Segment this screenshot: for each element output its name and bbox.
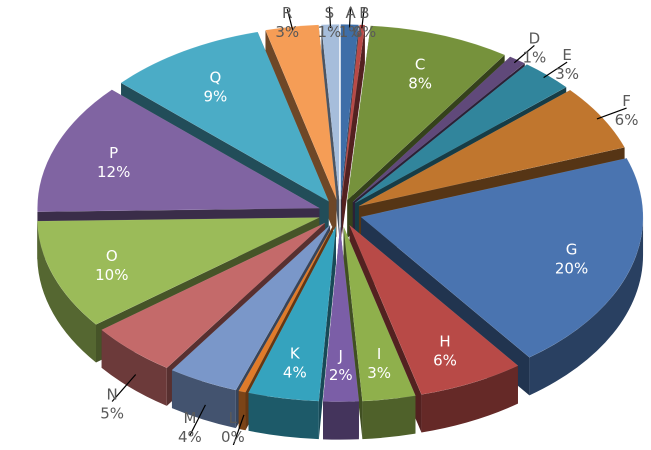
slice-m-percent: 4% xyxy=(178,428,202,445)
leader-line-d xyxy=(513,44,535,64)
slice-j-percent: 2% xyxy=(329,366,353,384)
leader-line-a xyxy=(348,6,352,28)
leader-line-e xyxy=(543,61,568,79)
leader-line-b xyxy=(361,6,365,29)
slice-c-name: C xyxy=(415,55,425,73)
slice-n-name: N xyxy=(107,385,118,403)
slice-n-percent: 5% xyxy=(100,404,124,422)
slice-a-percent: 1% xyxy=(339,23,363,41)
slice-c-percent: 8% xyxy=(408,74,432,92)
slice-i xyxy=(343,226,416,402)
slice-c xyxy=(346,25,506,201)
slice-a-name: A xyxy=(345,4,356,22)
slice-h xyxy=(349,225,519,395)
slice-k-percent: 4% xyxy=(283,364,307,382)
leader-line-s xyxy=(328,6,332,28)
slice-i-percent: 3% xyxy=(367,364,391,382)
slice-h-percent: 6% xyxy=(433,351,457,369)
slice-o-percent: 10% xyxy=(95,266,128,284)
slice-b-percent: 0% xyxy=(352,23,376,41)
slice-p-name: P xyxy=(109,144,118,162)
leader-line-m xyxy=(189,404,206,436)
slice-d-name: D xyxy=(529,29,541,47)
slice-b-name: B xyxy=(359,4,369,22)
slice-q-name: Q xyxy=(209,68,221,86)
slice-q-percent: 9% xyxy=(203,87,227,105)
slice-e-percent: 3% xyxy=(555,65,579,83)
slice-o xyxy=(37,217,320,325)
slice-p xyxy=(37,89,321,213)
slice-r-name: R xyxy=(282,4,292,22)
leader-line-r xyxy=(286,8,294,31)
slice-g-name: G xyxy=(566,241,578,259)
slice-k-name: K xyxy=(290,345,301,363)
leader-line-f xyxy=(596,107,627,120)
slice-h-name: H xyxy=(439,332,450,350)
slice-r-percent: 3% xyxy=(275,23,299,41)
slice-f-percent: 6% xyxy=(615,111,639,129)
slice-m xyxy=(171,224,331,391)
slice-j-name: J xyxy=(338,347,343,365)
leader-line-n xyxy=(111,374,137,402)
slice-i-name: I xyxy=(377,345,381,363)
slice-n xyxy=(101,222,326,369)
slice-g-percent: 20% xyxy=(555,260,588,278)
slice-q xyxy=(120,31,330,202)
leader-line-l xyxy=(232,414,245,447)
slice-e-name: E xyxy=(562,46,571,64)
slice-l-percent: 0% xyxy=(221,428,245,445)
slice-k xyxy=(248,226,337,402)
slice-p-percent: 12% xyxy=(97,163,130,181)
slice-m-name: M xyxy=(183,409,196,427)
slice-o-name: O xyxy=(106,247,118,265)
slice-l-name: L xyxy=(229,409,238,427)
slice-f-name: F xyxy=(622,92,631,110)
slice-g xyxy=(360,157,644,358)
slice-d-percent: 1% xyxy=(522,48,546,66)
slice-j xyxy=(322,226,360,402)
slice-s-name: S xyxy=(325,4,335,22)
slice-s-percent: 1% xyxy=(318,23,342,41)
slice-l xyxy=(238,225,334,393)
